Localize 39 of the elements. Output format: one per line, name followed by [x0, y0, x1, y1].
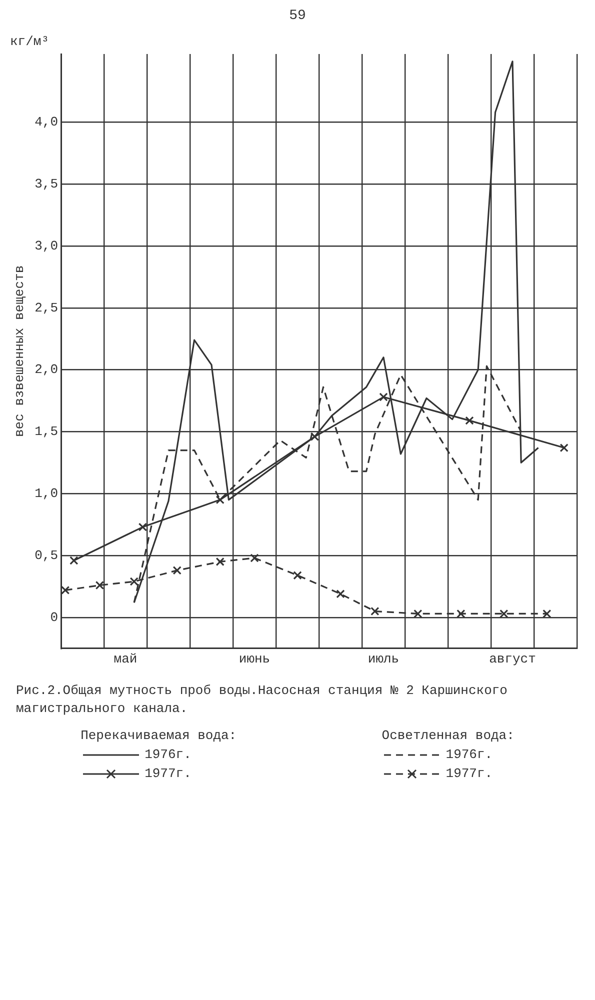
point [95, 580, 104, 590]
text: Перекачиваемая вода: [80, 728, 237, 744]
point [310, 432, 320, 441]
point [70, 556, 78, 565]
text: кг/м³ [10, 34, 50, 49]
point [336, 590, 345, 598]
y-tick-label: 1,5 [34, 424, 58, 440]
legend-label: 1976г. [144, 747, 192, 762]
y-tick-label: 2,5 [34, 300, 58, 316]
x-tick-label: июль [368, 652, 400, 667]
y-tick-label: 0,5 [34, 548, 58, 563]
point [379, 392, 388, 402]
point [560, 443, 568, 452]
point [216, 495, 224, 504]
y-tick-label: 3,5 [34, 176, 58, 192]
y-tick-label: 4,0 [34, 114, 58, 130]
text: 59 [288, 8, 307, 24]
x-tick-label: август [489, 652, 536, 667]
point [465, 416, 474, 425]
point [61, 586, 70, 595]
y-tick-label: 0 [50, 610, 58, 625]
y-tick-label: 3,0 [34, 238, 58, 254]
legend-label: 1977г. [144, 766, 192, 782]
x-tick-label: июнь [238, 652, 270, 667]
point [138, 522, 148, 532]
point [216, 557, 224, 566]
point [130, 577, 138, 586]
y-tick-label: 1,0 [34, 486, 58, 502]
point [370, 606, 380, 616]
y-axis-title: вес взвешенных веществ [12, 265, 28, 438]
point [293, 571, 302, 580]
text: Осветленная вода: [382, 728, 514, 744]
text: Рис.2.Общая мутность проб воды.Насосная станция № 2 Каршинского магистрального канала. [16, 682, 508, 718]
legend-label: 1976г. [446, 747, 493, 762]
y-tick-label: 2,0 [34, 362, 58, 378]
point [172, 566, 182, 575]
point [250, 554, 259, 562]
legend-label: 1977г. [446, 766, 493, 782]
x-tick-label: май [114, 652, 138, 667]
